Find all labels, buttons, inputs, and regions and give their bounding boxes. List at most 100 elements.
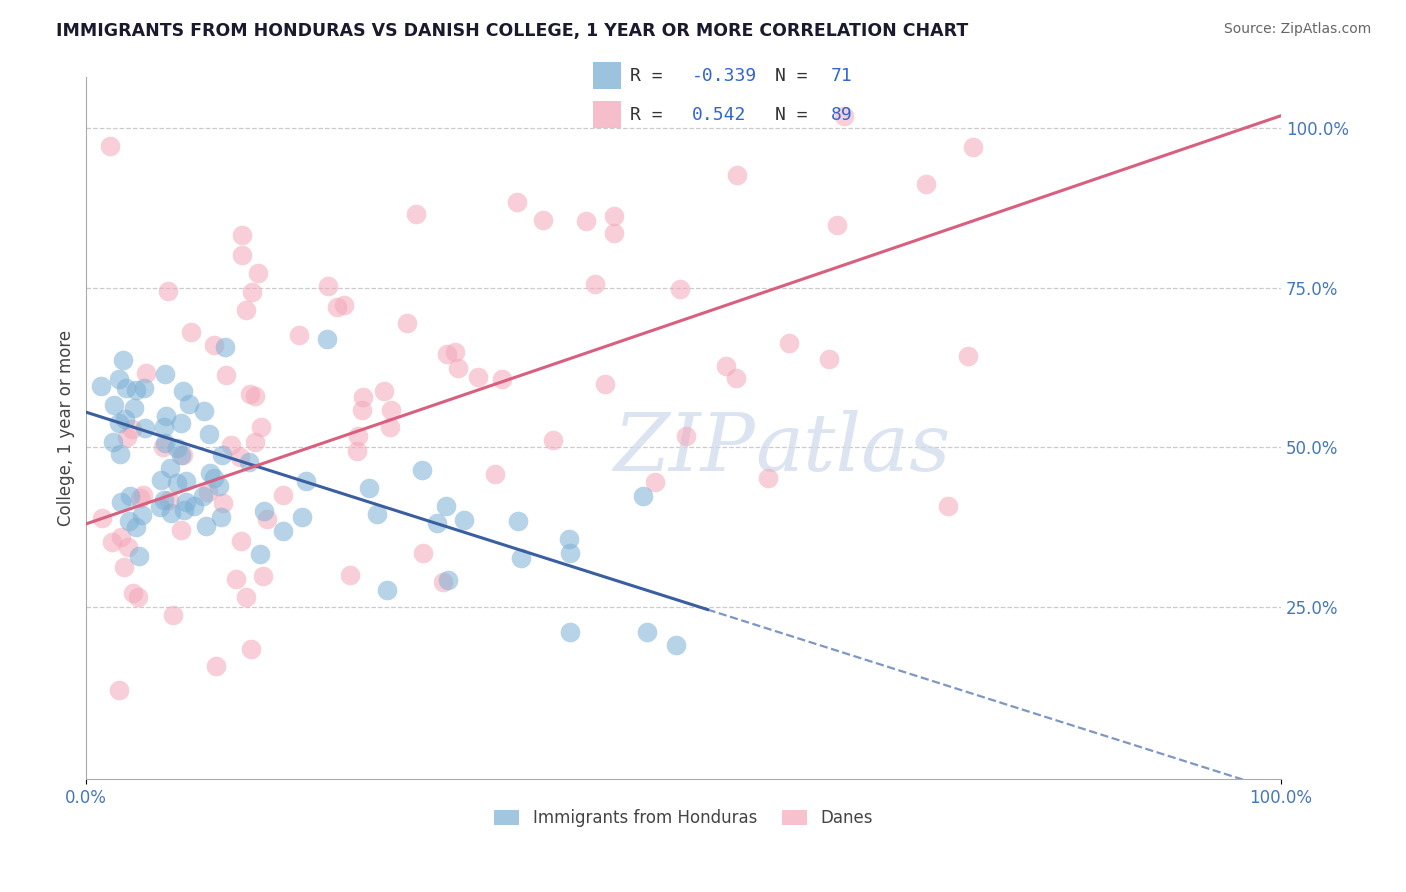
Point [350,403,373,417]
Y-axis label: College, 1 year or more: College, 1 year or more [58,330,75,526]
Point [434,500,457,514]
Point [191,489,214,503]
Point [716,359,738,374]
Point [134,421,156,435]
Point [170,448,193,462]
Point [125,520,148,534]
Point [444,345,467,359]
Point [194,519,217,533]
Point [778,335,800,350]
Point [125,383,148,397]
Point [818,352,841,367]
Text: 0.542: 0.542 [692,105,747,123]
Point [506,514,529,528]
Point [756,470,779,484]
Point [603,226,626,240]
Point [127,591,149,605]
Point [378,420,401,434]
Point [447,360,470,375]
Point [149,500,172,515]
Point [198,467,221,481]
Point [249,547,271,561]
Text: IMMIGRANTS FROM HONDURAS VS DANISH COLLEGE, 1 YEAR OR MORE CORRELATION CHART: IMMIGRANTS FROM HONDURAS VS DANISH COLLE… [56,22,969,40]
Point [108,417,131,431]
Point [239,386,262,401]
Point [153,367,176,381]
Point [209,510,232,524]
Point [214,340,236,354]
Point [832,109,855,123]
Point [411,463,433,477]
Point [162,608,184,623]
Legend: Immigrants from Honduras, Danes: Immigrants from Honduras, Danes [488,803,880,834]
Point [962,140,984,154]
Point [115,430,138,444]
Point [395,316,418,330]
Point [352,390,374,404]
Point [202,471,225,485]
Point [155,436,177,450]
Point [173,503,195,517]
Point [332,298,354,312]
Point [107,372,129,386]
Point [557,532,579,546]
Point [432,575,454,590]
Point [114,380,136,394]
Point [250,420,273,434]
Point [215,368,238,383]
Text: -0.339: -0.339 [692,67,756,85]
Point [101,435,124,450]
Point [506,195,529,210]
Point [665,639,688,653]
Point [235,590,257,604]
Point [291,509,314,524]
Point [198,427,221,442]
Point [156,284,179,298]
Point [644,475,666,490]
Point [271,524,294,539]
Point [956,349,979,363]
Point [668,282,690,296]
Point [245,435,267,450]
Point [295,474,318,488]
Point [366,507,388,521]
Point [242,285,264,299]
Point [316,332,339,346]
Point [174,474,197,488]
Point [159,461,181,475]
Point [172,384,194,398]
Point [412,546,434,560]
Point [346,444,368,458]
Point [108,682,131,697]
Point [558,625,581,640]
Point [240,642,263,657]
Point [135,366,157,380]
Point [150,473,173,487]
Point [193,404,215,418]
Point [111,352,134,367]
Point [169,523,191,537]
Point [120,490,142,504]
Point [152,492,174,507]
Point [153,419,176,434]
Text: N =: N = [775,67,818,85]
Point [122,401,145,416]
Point [915,177,938,191]
Point [100,535,122,549]
Point [235,303,257,318]
Point [129,491,152,505]
Bar [593,101,620,128]
Point [725,168,748,182]
Point [103,398,125,412]
Point [437,574,460,588]
Point [453,513,475,527]
Text: Source: ZipAtlas.com: Source: ZipAtlas.com [1223,22,1371,37]
Text: R =: R = [630,105,685,123]
Point [256,512,278,526]
Point [155,409,177,423]
Text: ZIP: ZIP [613,410,755,488]
Point [204,659,226,673]
Point [221,437,243,451]
Point [247,266,270,280]
Point [225,572,247,586]
